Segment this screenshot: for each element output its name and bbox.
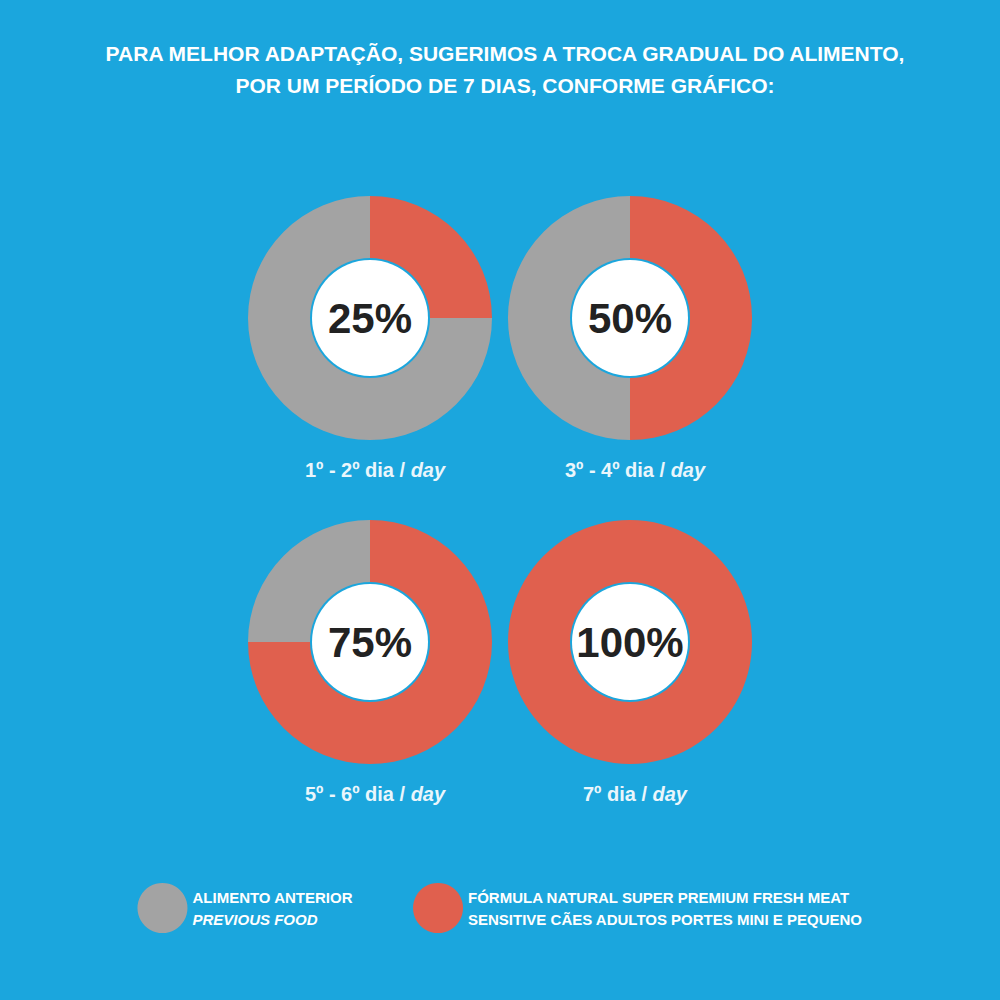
svg-text:75%: 75% [328,619,412,666]
svg-text:50%: 50% [588,295,672,342]
svg-text:25%: 25% [328,295,412,342]
svg-text:100%: 100% [576,619,683,666]
svg-text:PREVIOUS FOOD: PREVIOUS FOOD [192,911,317,928]
svg-text:ALIMENTO ANTERIOR: ALIMENTO ANTERIOR [192,889,352,906]
svg-text:5º - 6º dia /: 5º - 6º dia / [305,783,411,805]
svg-text:POR UM PERÍODO DE 7 DIAS, CONF: POR UM PERÍODO DE 7 DIAS, CONFORME GRÁFI… [235,74,774,97]
svg-text:day: day [653,783,688,805]
svg-text:FÓRMULA NATURAL SUPER PREMIUM: FÓRMULA NATURAL SUPER PREMIUM FRESH MEAT [468,889,849,906]
svg-text:day: day [411,459,446,481]
svg-text:PARA MELHOR ADAPTAÇÃO, SUGERIM: PARA MELHOR ADAPTAÇÃO, SUGERIMOS A TROCA… [106,42,905,65]
svg-text:7º dia /: 7º dia / [583,783,653,805]
svg-text:1º - 2º dia /: 1º - 2º dia / [305,459,411,481]
svg-text:SENSITIVE CÃES ADULTOS PORTES: SENSITIVE CÃES ADULTOS PORTES MINI E PEQ… [468,911,862,928]
svg-text:day: day [411,783,446,805]
svg-text:3º - 4º dia /: 3º - 4º dia / [565,459,671,481]
svg-text:day: day [671,459,706,481]
